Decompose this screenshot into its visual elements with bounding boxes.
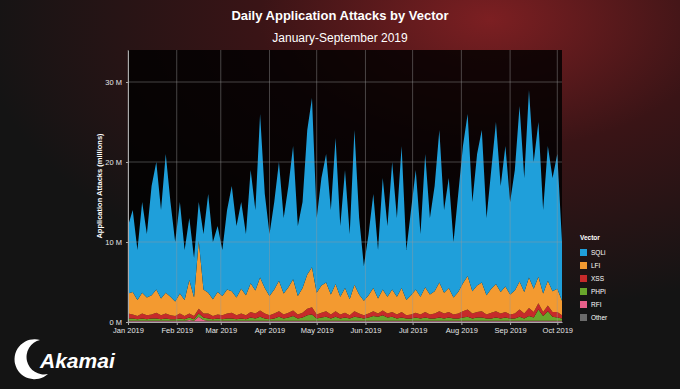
x-tick: Mar 2019 — [205, 322, 237, 335]
logo: Akamai — [15, 339, 116, 379]
legend-swatch — [580, 262, 587, 269]
x-tick: Oct 2019 — [543, 322, 573, 335]
grid-line-x — [412, 50, 413, 322]
logo-text: Akamai — [39, 349, 116, 372]
legend-swatch — [580, 314, 587, 321]
x-tick: Jun 2019 — [351, 322, 382, 335]
legend-label: Other — [591, 314, 608, 321]
x-tick: Aug 2019 — [446, 322, 478, 335]
y-tick-mark — [126, 242, 128, 243]
x-tick-mark — [221, 322, 222, 325]
grid-line-y — [128, 82, 562, 83]
x-tick: Feb 2019 — [161, 322, 193, 335]
x-tick-mark — [413, 322, 414, 325]
grid-line-x — [220, 50, 221, 322]
y-tick-mark — [126, 82, 128, 83]
x-tick: May 2019 — [301, 322, 334, 335]
x-tick-label: Apr 2019 — [255, 326, 285, 335]
chart-container: Jan 2019 Feb 2019 Mar 2019 Apr 2019 May 2019… — [0, 0, 680, 389]
x-tick-mark — [177, 322, 178, 325]
x-tick-mark — [461, 322, 462, 325]
legend-swatch — [580, 275, 587, 282]
grid-line-x — [557, 50, 558, 322]
x-tick-label: Mar 2019 — [205, 326, 237, 335]
x-tick-label: Jul 2019 — [399, 326, 427, 335]
y-tick: 10 M — [105, 238, 128, 247]
x-tick-label: May 2019 — [301, 326, 334, 335]
y-tick-label: 10 M — [105, 238, 122, 247]
grid-line-y — [128, 242, 562, 243]
plot-area — [128, 90, 562, 322]
legend-label: PHPi — [591, 288, 606, 295]
area-series — [128, 90, 562, 302]
y-tick-mark — [126, 162, 128, 163]
x-axis: Jan 2019 Feb 2019 Mar 2019 Apr 2019 May 2019… — [113, 322, 573, 335]
x-tick-label: Jun 2019 — [351, 326, 382, 335]
x-tick-label: Oct 2019 — [543, 326, 573, 335]
background — [0, 0, 680, 389]
x-tick-mark — [510, 322, 511, 325]
chart-title: Daily Application Attacks by Vector — [231, 8, 448, 23]
x-tick: Sep 2019 — [495, 322, 527, 335]
grid — [128, 50, 562, 322]
y-tick-label: 20 M — [105, 158, 122, 167]
grid-line-x — [461, 50, 462, 322]
x-tick: Jul 2019 — [399, 322, 427, 335]
y-tick: 20 M — [105, 158, 128, 167]
legend-title: Vector — [580, 234, 600, 241]
x-tick-label: Aug 2019 — [446, 326, 478, 335]
y-tick: 30 M — [105, 78, 128, 87]
x-axis-line — [129, 322, 563, 323]
legend-label: RFI — [591, 301, 602, 308]
plot-background — [128, 50, 562, 322]
grid-line-y — [128, 162, 562, 163]
grid-line-x — [365, 50, 366, 322]
y-tick: 0 M — [109, 318, 128, 327]
x-tick-mark — [365, 322, 366, 325]
legend: Vector SQLi LFI XSS PHPi RFI Other — [580, 234, 608, 321]
grid-line-x — [128, 50, 129, 322]
x-tick-mark — [270, 322, 271, 325]
x-tick-mark — [557, 322, 558, 325]
legend-swatch — [580, 301, 587, 308]
y-axis-line — [128, 51, 129, 323]
x-tick-mark — [317, 322, 318, 325]
legend-label: XSS — [591, 275, 605, 282]
legend-label: LFI — [591, 262, 601, 269]
legend-label: SQLi — [591, 249, 605, 257]
x-tick: Apr 2019 — [255, 322, 285, 335]
grid-line-x — [176, 50, 177, 322]
chart-svg: Jan 2019 Feb 2019 Mar 2019 Apr 2019 May 2019… — [0, 0, 680, 389]
grid-line-x — [316, 50, 317, 322]
grid-line-y — [128, 322, 562, 323]
y-tick-mark — [126, 322, 128, 323]
y-axis-title: Application Attacks (millions) — [95, 133, 104, 239]
legend-swatch — [580, 249, 587, 256]
x-tick-label: Jan 2019 — [113, 326, 144, 335]
legend-swatch — [580, 288, 587, 295]
grid-line-x — [510, 50, 511, 322]
y-tick-label: 30 M — [105, 78, 122, 87]
x-tick-label: Feb 2019 — [161, 326, 193, 335]
y-axis: 0 M 10 M 20 M 30 M — [105, 51, 128, 327]
x-tick-label: Sep 2019 — [495, 326, 527, 335]
chart-subtitle: January-September 2019 — [272, 31, 408, 45]
grid-line-x — [269, 50, 270, 322]
y-tick-label: 0 M — [109, 318, 122, 327]
